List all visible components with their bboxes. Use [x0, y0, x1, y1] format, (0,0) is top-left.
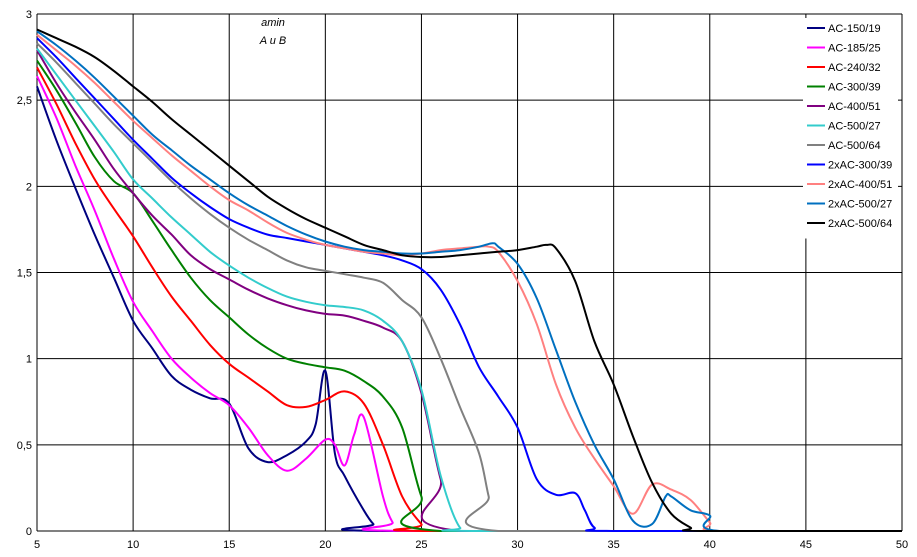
x-tick-label: 20 [319, 539, 331, 551]
legend-label: AC-500/64 [828, 140, 881, 152]
y-tick-label: 2,5 [17, 95, 32, 107]
x-tick-label: 10 [127, 539, 139, 551]
y-tick-label: 1,5 [17, 268, 32, 280]
x-tick-label: 50 [896, 539, 908, 551]
legend-box [803, 18, 898, 239]
x-tick-label: 45 [800, 539, 812, 551]
y-tick-label: 1 [26, 354, 32, 366]
legend-label: AC-185/25 [828, 43, 881, 55]
legend-label: AC-240/32 [828, 62, 881, 74]
legend-label: 2xAC-500/27 [828, 199, 892, 211]
y-tick-label: 0 [26, 526, 32, 538]
y-tick-label: 2 [26, 181, 32, 193]
x-tick-label: 15 [223, 539, 235, 551]
legend-label: AC-300/39 [828, 82, 881, 94]
x-tick-label: 40 [704, 539, 716, 551]
legend: AC-150/19 AC-185/25 AC-240/32 AC-300/39 AC-4… [803, 18, 898, 239]
series-lines [36, 28, 902, 533]
legend-label: 2xAC-300/39 [828, 160, 892, 172]
y-tick-label: 3 [26, 9, 32, 21]
x-tick-label: 5 [34, 539, 40, 551]
series-line-2xac-500-27 [36, 30, 902, 533]
y-tick-label: 0,5 [17, 440, 32, 452]
series-line-2xac-500-64 [36, 28, 902, 533]
legend-label: AC-500/27 [828, 121, 881, 133]
series-line-ac-185-25 [36, 75, 902, 533]
x-tick-label: 25 [415, 539, 427, 551]
y-axis-tick-labels: 0 0,5 1 1,5 2 2,5 3 [17, 9, 32, 538]
grid-lines [36, 13, 903, 532]
annotation-line-1: amin [261, 17, 285, 29]
series-line-ac-500-64 [36, 42, 902, 533]
x-tick-label: 30 [511, 539, 523, 551]
legend-label: 2xAC-400/51 [828, 179, 892, 191]
x-tick-label: 35 [608, 539, 620, 551]
series-line-ac-300-39 [36, 59, 902, 533]
series-line-ac-500-27 [36, 47, 902, 533]
x-axis-tick-labels: 5 10 15 20 25 30 35 40 45 50 [34, 539, 908, 551]
series-line-2xac-400-51 [36, 33, 902, 533]
legend-label: AC-400/51 [828, 101, 881, 113]
legend-label: AC-150/19 [828, 23, 881, 35]
annotation-line-2: A u B [259, 35, 287, 47]
series-line-ac-240-32 [36, 66, 902, 533]
legend-label: 2xAC-500/64 [828, 218, 892, 230]
series-line-ac-150-19 [36, 86, 902, 533]
